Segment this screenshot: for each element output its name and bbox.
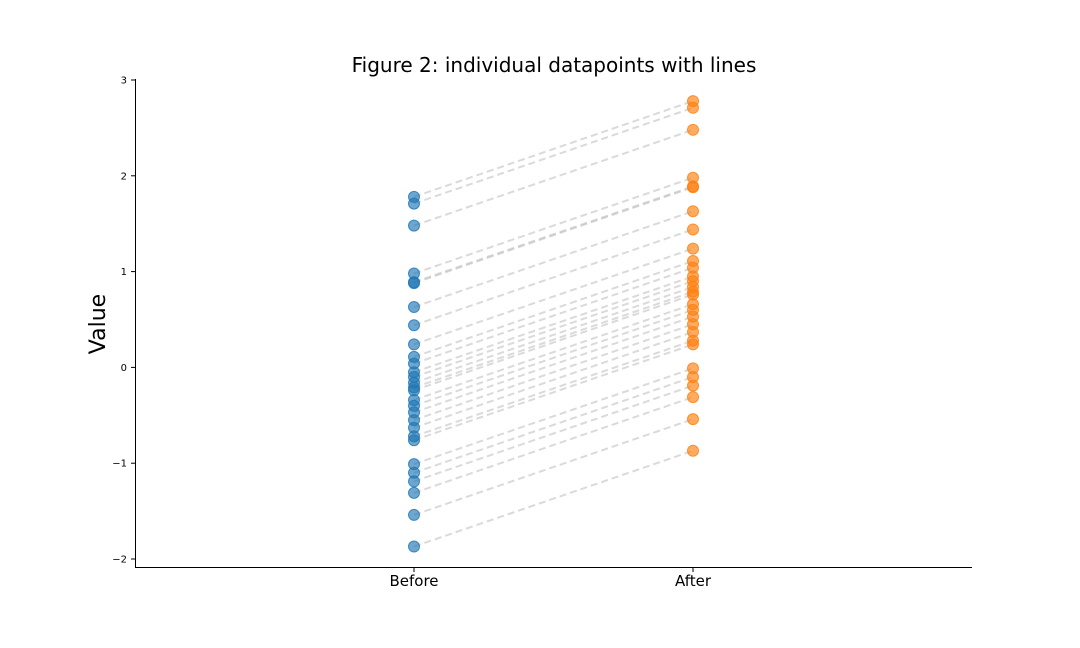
before-point (408, 486, 420, 499)
connector-line (413, 280, 694, 378)
connector-lines (413, 100, 694, 548)
before-point (408, 319, 420, 332)
connector-line (413, 228, 694, 327)
data-points (408, 95, 699, 553)
before-point (408, 338, 420, 351)
y-tick-label: 3 (121, 76, 127, 87)
before-point (408, 475, 420, 488)
x-ticks: Before After (389, 568, 712, 590)
after-point (687, 391, 699, 404)
connector-line (413, 376, 694, 474)
x-tick-label: Before (389, 572, 438, 590)
connector-line (413, 331, 694, 429)
y-tick-label: 2 (121, 171, 127, 182)
y-tick-label: −1 (112, 459, 127, 470)
before-point (408, 508, 420, 521)
before-point (408, 219, 420, 232)
before-point (408, 434, 420, 447)
chart-title: Figure 2: individual datapoints with lin… (352, 53, 757, 77)
connector-line (413, 293, 694, 392)
after-point (687, 205, 699, 218)
after-point (687, 123, 699, 136)
connector-line (413, 186, 694, 285)
y-ticks: −2 −1 0 1 2 3 (112, 76, 135, 566)
connector-line (413, 247, 694, 346)
after-point (687, 181, 699, 194)
connector-line (413, 418, 694, 516)
before-point (408, 301, 420, 314)
connector-line (413, 339, 694, 438)
connector-line (413, 106, 694, 205)
connector-line (413, 449, 694, 548)
connector-line (413, 323, 694, 422)
connector-line (413, 396, 694, 494)
connector-line (413, 260, 694, 358)
x-tick-label: After (675, 572, 712, 590)
connector-line (413, 210, 694, 308)
connector-line (413, 285, 694, 384)
connector-line (413, 308, 694, 407)
connector-line (413, 290, 694, 389)
after-point (687, 413, 699, 426)
connector-line (413, 343, 694, 442)
y-tick-label: −2 (112, 555, 127, 566)
connector-line (413, 303, 694, 401)
after-point (687, 444, 699, 457)
before-point (408, 197, 420, 210)
connector-line (413, 266, 694, 365)
after-point (687, 242, 699, 255)
after-point (687, 379, 699, 392)
before-point (408, 540, 420, 553)
connector-line (413, 100, 694, 198)
after-point (687, 101, 699, 114)
after-point (687, 338, 699, 351)
connector-line (413, 176, 694, 275)
connector-line (413, 384, 694, 483)
connector-line (413, 128, 694, 227)
y-axis-label: Value (86, 294, 111, 354)
after-point (687, 223, 699, 236)
connector-line (413, 367, 694, 466)
connector-line (413, 275, 694, 374)
y-tick-label: 0 (121, 363, 127, 374)
y-tick-label: 1 (121, 267, 127, 278)
before-point (408, 277, 420, 290)
connector-line (413, 315, 694, 414)
